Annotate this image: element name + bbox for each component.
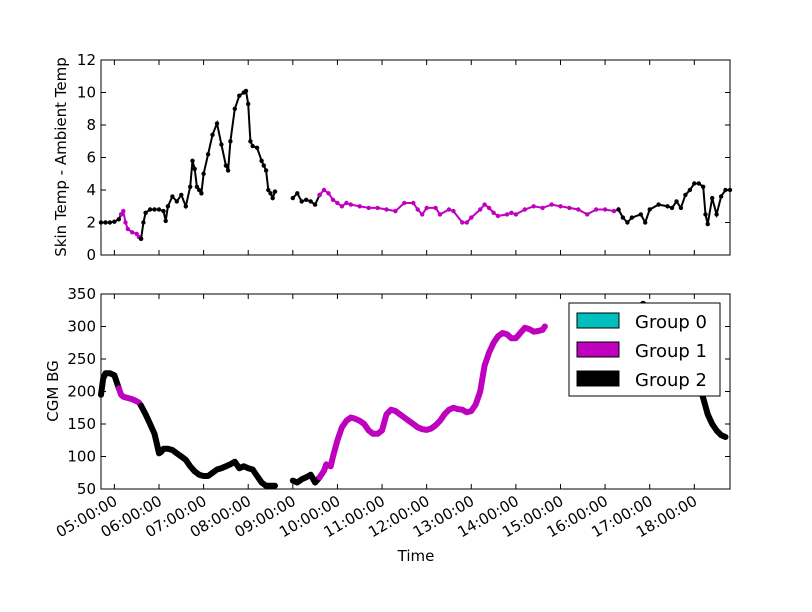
cgm-bg-y-axis-label: CGM BG (44, 360, 62, 421)
cgm-bg-series-3-group-2 (289, 471, 323, 486)
cgm-bg-series-1-group-1 (115, 385, 145, 409)
x-axis-label: Time (397, 547, 435, 565)
skin-temp-series-line-2 (140, 89, 276, 239)
cgm-bg-series-5-group-1 (539, 323, 548, 333)
skin-temp-y-tick-label: 4 (86, 181, 96, 199)
cgm-bg-y-tick-label: 300 (67, 318, 96, 336)
skin-temp-panel: 0 2 4 6 8 10 12 Skin Temp - Ambient Temp (52, 51, 733, 264)
cgm-bg-y-tick-label: 150 (67, 415, 96, 433)
cgm-bg-y-tick-label: 100 (67, 448, 96, 466)
skin-temp-y-tick-label: 8 (86, 116, 96, 134)
skin-temp-y-ticks: 0 2 4 6 8 10 12 (77, 51, 730, 264)
legend-swatch-group-2 (576, 370, 620, 387)
skin-temp-series-line-3 (292, 191, 321, 207)
legend-swatch-group-1 (576, 341, 620, 358)
cgm-bg-y-tick-label: 250 (67, 350, 96, 368)
cgm-bg-y-ticks: 50 100 150 200 250 300 350 (67, 285, 730, 498)
cgm-bg-y-tick-label: 50 (77, 480, 96, 498)
skin-temp-series-4-group-1 (317, 187, 621, 225)
skin-temp-plot-area (98, 88, 733, 241)
skin-temp-y-tick-label: 2 (86, 214, 96, 232)
skin-temp-y-axis-label: Skin Temp - Ambient Temp (52, 57, 70, 257)
cgm-bg-y-tick-label: 200 (67, 383, 96, 401)
skin-temp-x-ticks (113, 60, 695, 255)
skin-temp-series-2-group-2 (138, 88, 278, 241)
cgm-bg-y-tick-label: 350 (67, 285, 96, 303)
cgm-bg-series-7-group-2 (695, 382, 729, 440)
skin-temp-y-tick-label: 10 (77, 84, 96, 102)
skin-temp-y-tick-label: 12 (77, 51, 96, 69)
skin-temp-y-tick-label: 6 (86, 149, 96, 167)
cgm-bg-series-4-group-1 (316, 324, 546, 481)
skin-temp-y-tick-label: 0 (86, 246, 96, 264)
skin-temp-series-line-4 (318, 188, 619, 224)
skin-temp-series-line-1 (120, 208, 142, 240)
skin-temp-series-line-5 (617, 182, 730, 225)
cgm-bg-plot-area (98, 300, 729, 489)
legend-label-group-1: Group 1 (635, 341, 707, 362)
legend-swatch-group-0 (576, 312, 620, 329)
cgm-bg-series-0-group-2 (98, 370, 122, 398)
legend-label-group-0: Group 0 (635, 312, 707, 333)
skin-temp-series-5-group-2 (616, 181, 733, 227)
cgm-bg-series-2-group-2 (138, 402, 278, 489)
legend-label-group-2: Group 2 (635, 370, 707, 391)
legend: Group 0 Group 1 Group 2 (568, 302, 721, 397)
